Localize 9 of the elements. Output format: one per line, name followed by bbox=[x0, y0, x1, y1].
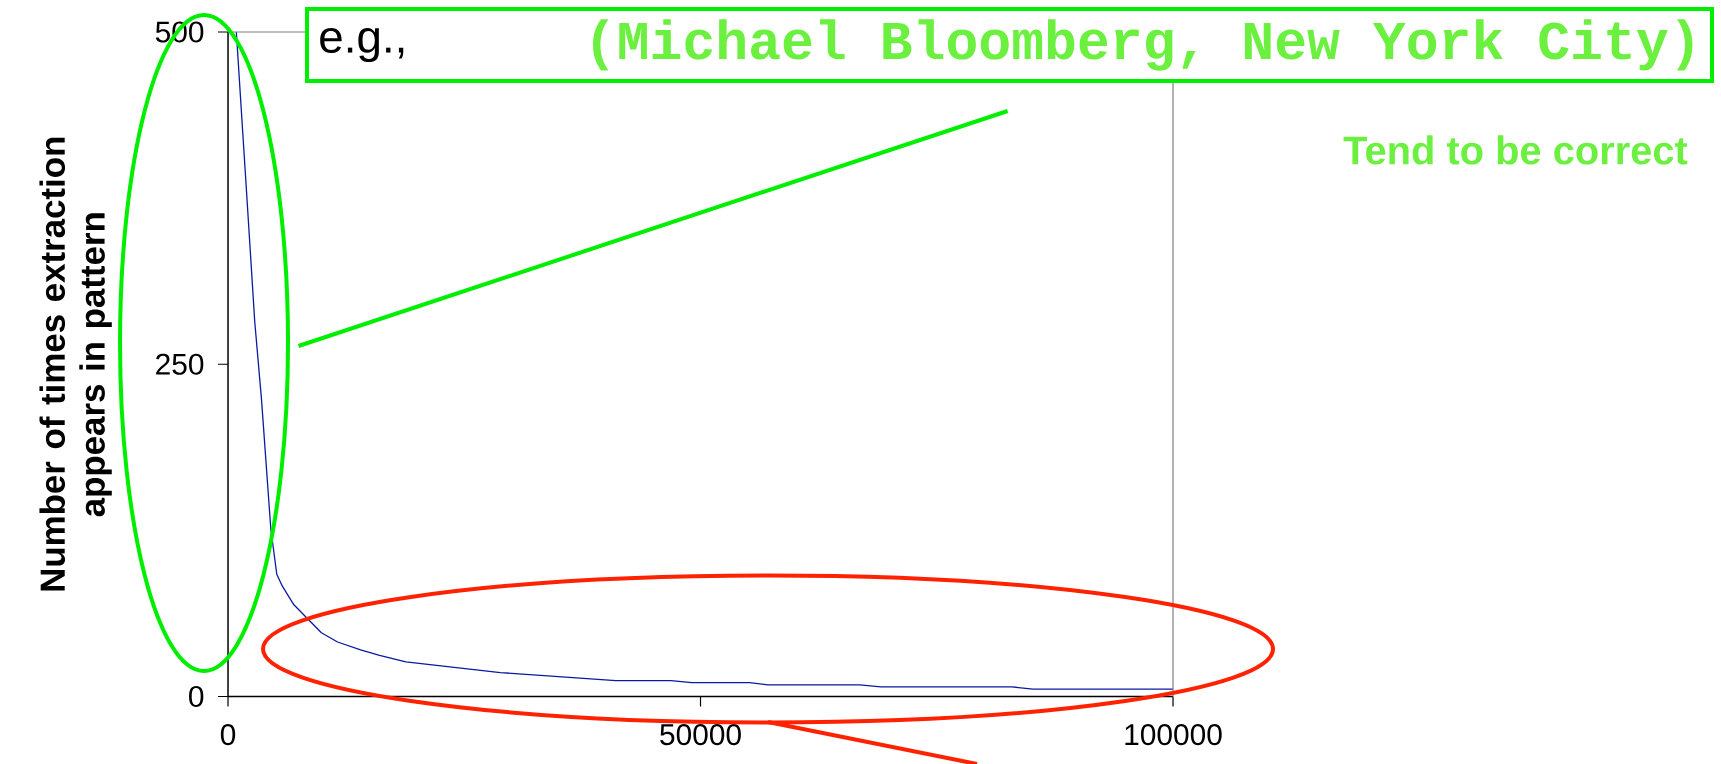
y-tick-label: 250 bbox=[156, 353, 204, 375]
y-axis-title: Number of times extraction appears in pattern bbox=[39, 137, 112, 591]
annotation: (Michael Bloomberg, New York City) bbox=[593, 19, 1693, 71]
x-tick-label: 50000 bbox=[660, 724, 741, 746]
x-tick-label: 100000 bbox=[1125, 724, 1222, 746]
text: Tend to be correct bbox=[1343, 135, 1688, 165]
y-tick-label: 0 bbox=[189, 685, 204, 708]
annotation: e.g., bbox=[320, 27, 404, 63]
x-tick-label: 0 bbox=[220, 724, 236, 746]
